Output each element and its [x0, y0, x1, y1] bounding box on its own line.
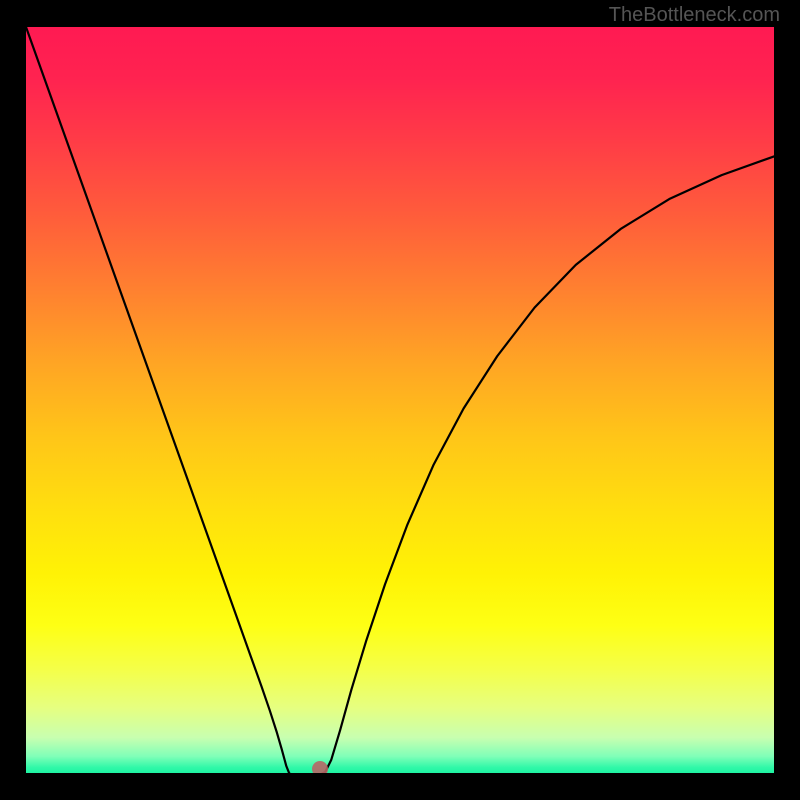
- minimum-marker: [312, 761, 328, 773]
- watermark-text: TheBottleneck.com: [609, 4, 780, 27]
- plot-area: [26, 27, 774, 773]
- bottleneck-curve: [26, 27, 774, 773]
